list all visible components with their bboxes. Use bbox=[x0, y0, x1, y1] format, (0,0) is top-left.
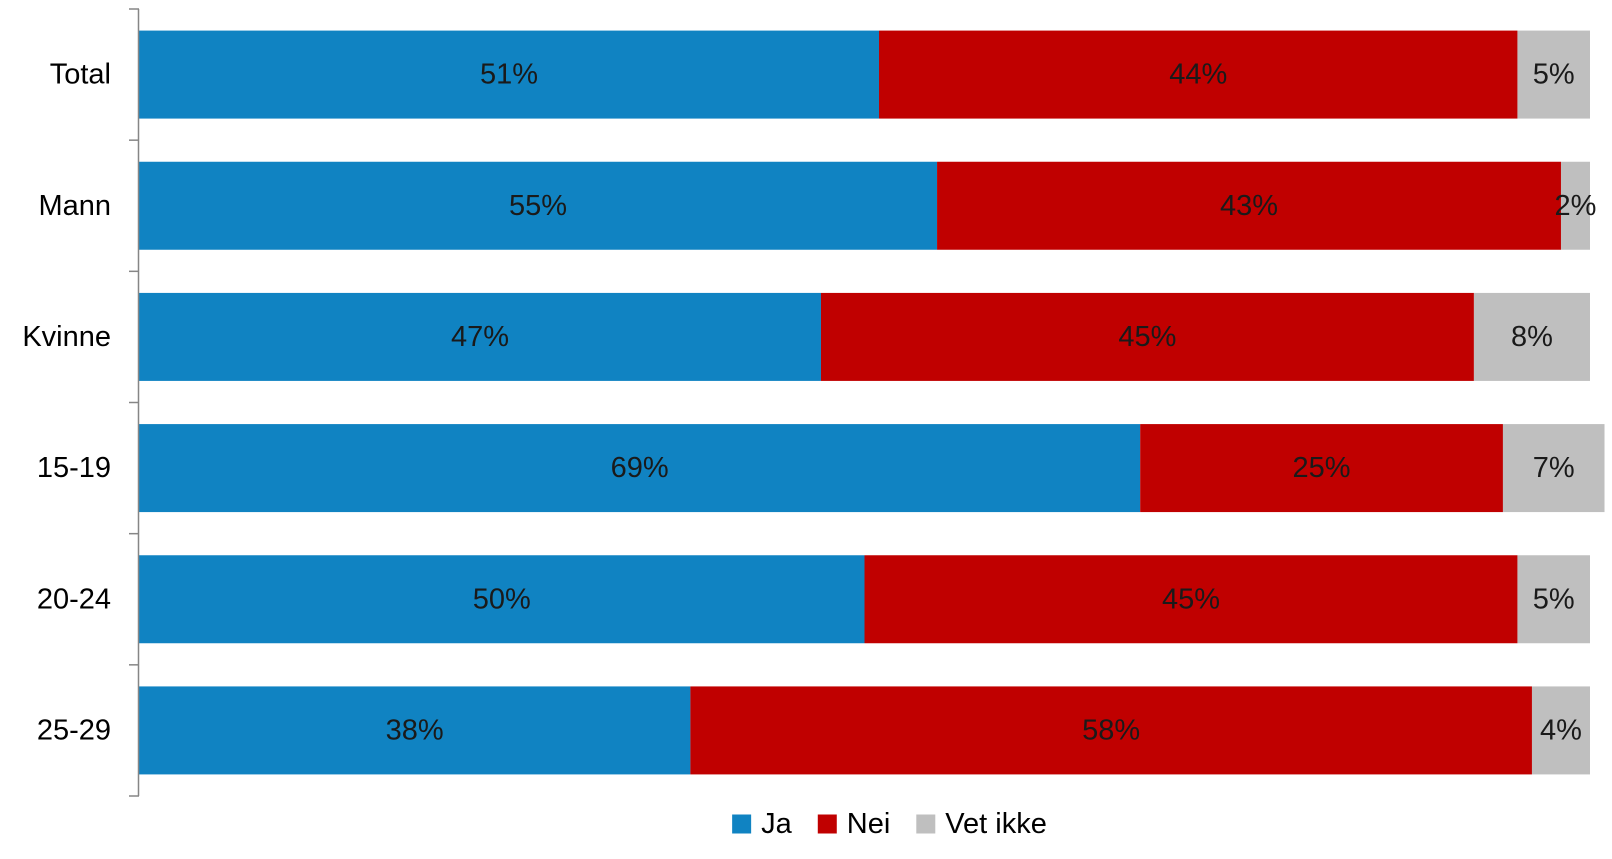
data-label-nei-kvinne: 45% bbox=[1118, 321, 1176, 353]
legend-swatch-ja bbox=[732, 814, 752, 834]
bar-vet-ikke-total bbox=[1517, 30, 1590, 119]
category-label-15-19: 15-19 bbox=[37, 452, 111, 484]
legend-label-nei: Nei bbox=[847, 808, 891, 840]
legend-label-vet-ikke: Vet ikke bbox=[945, 808, 1047, 840]
data-label-vet-ikke-25-29: 4% bbox=[1540, 714, 1582, 746]
bar-nei-25-29 bbox=[690, 686, 1532, 775]
bar-nei-total bbox=[879, 30, 1518, 119]
data-label-vet-ikke-kvinne: 8% bbox=[1511, 321, 1553, 353]
legend-label-ja: Ja bbox=[761, 808, 793, 840]
data-label-vet-ikke-15-19: 7% bbox=[1533, 452, 1575, 484]
data-label-ja-total: 51% bbox=[480, 59, 538, 91]
category-label-kvinne: Kvinne bbox=[22, 321, 111, 353]
data-label-vet-ikke-total: 5% bbox=[1533, 59, 1575, 91]
category-label-20-24: 20-24 bbox=[37, 583, 111, 615]
data-label-ja-20-24: 50% bbox=[473, 583, 531, 615]
bar-ja-total bbox=[139, 30, 880, 119]
bar-nei-20-24 bbox=[864, 555, 1518, 644]
legend: Ja Nei Vet ikke bbox=[732, 808, 1047, 840]
plot-area: 51% 44% 5% 55% 43% 2% 47% 45% 8% 69% 25% 7% 50% 45% 5%… bbox=[139, 30, 1605, 775]
category-label-total: Total bbox=[50, 59, 111, 91]
bar-vet-ikke-kvinne bbox=[1473, 292, 1590, 381]
data-label-vet-ikke-mann: 2% bbox=[1555, 190, 1597, 222]
data-label-ja-25-29: 38% bbox=[386, 714, 444, 746]
bar-vet-ikke-15-19 bbox=[1502, 424, 1605, 513]
bar-vet-ikke-20-24 bbox=[1517, 555, 1590, 644]
bar-ja-15-19 bbox=[139, 424, 1141, 513]
bar-nei-mann bbox=[937, 161, 1561, 250]
bar-ja-kvinne bbox=[139, 292, 821, 381]
data-label-ja-kvinne: 47% bbox=[451, 321, 509, 353]
bar-nei-kvinne bbox=[820, 292, 1474, 381]
data-label-vet-ikke-20-24: 5% bbox=[1533, 583, 1575, 615]
category-label-25-29: 25-29 bbox=[37, 714, 111, 746]
bar-ja-mann bbox=[139, 161, 938, 250]
bar-vet-ikke-mann bbox=[1560, 161, 1590, 250]
category-axis: Total Mann Kvinne 15-19 20-24 25-29 bbox=[22, 8, 140, 797]
data-label-ja-mann: 55% bbox=[509, 190, 567, 222]
bar-nei-15-19 bbox=[1140, 424, 1503, 513]
data-label-nei-15-19: 25% bbox=[1293, 452, 1351, 484]
data-label-nei-25-29: 58% bbox=[1082, 714, 1140, 746]
data-label-nei-20-24: 45% bbox=[1162, 583, 1220, 615]
bar-vet-ikke-25-29 bbox=[1531, 686, 1590, 775]
legend-swatch-vet-ikke bbox=[916, 814, 936, 834]
legend-swatch-nei bbox=[817, 814, 837, 834]
bar-ja-25-29 bbox=[139, 686, 691, 775]
category-label-mann: Mann bbox=[38, 190, 111, 222]
data-label-ja-15-19: 69% bbox=[611, 452, 669, 484]
bar-ja-20-24 bbox=[139, 555, 865, 644]
data-label-nei-total: 44% bbox=[1169, 59, 1227, 91]
data-label-nei-mann: 43% bbox=[1220, 190, 1278, 222]
